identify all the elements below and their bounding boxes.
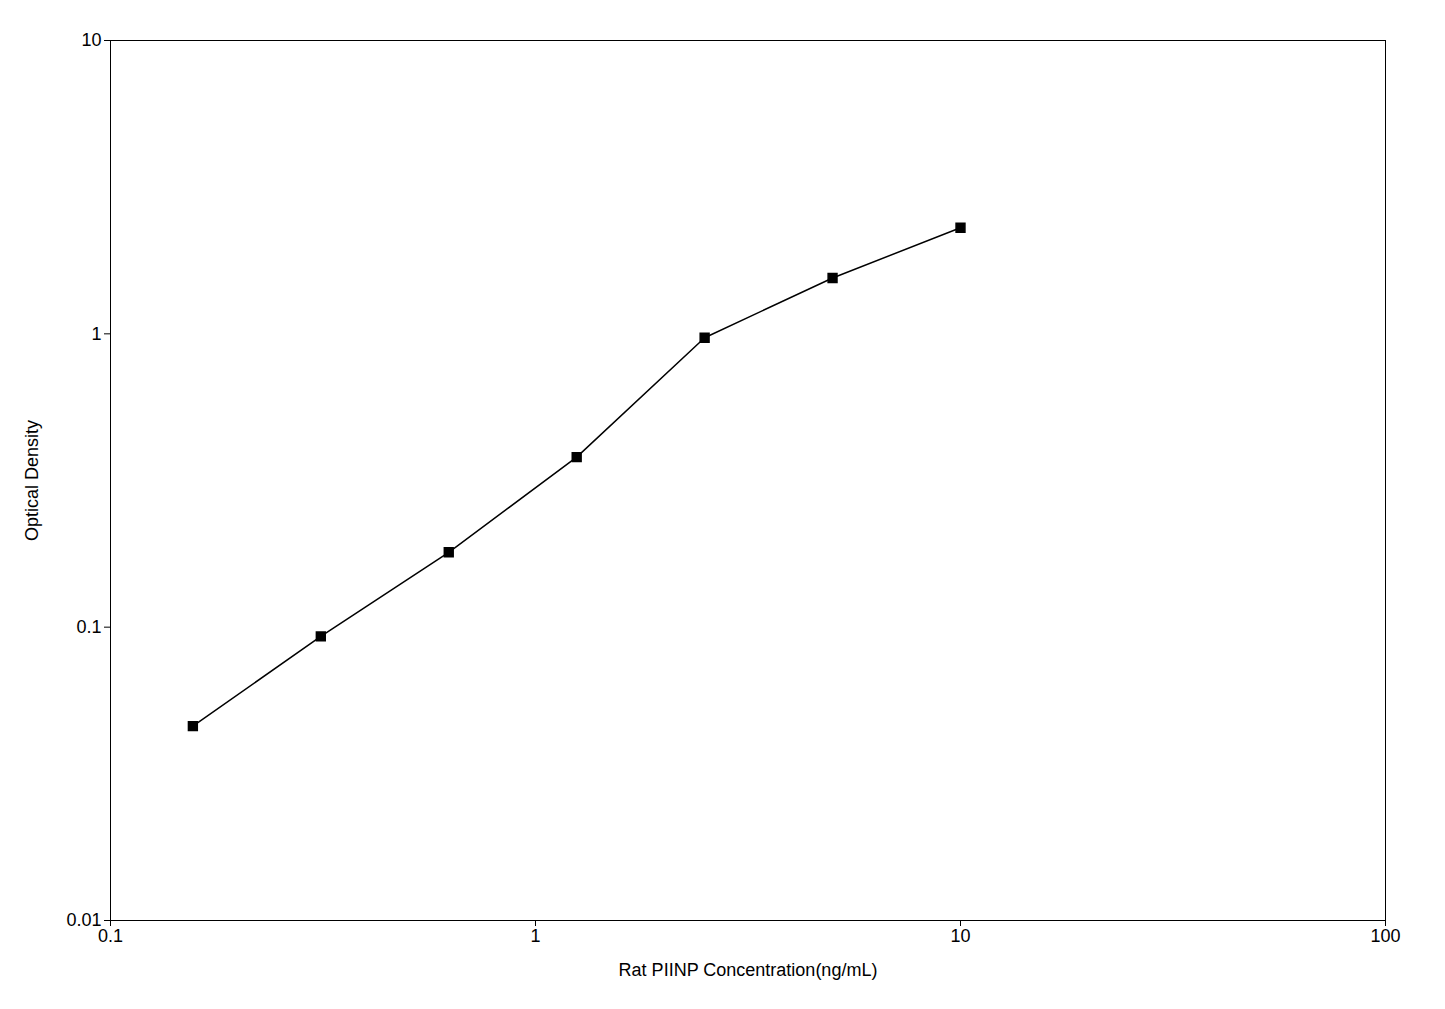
svg-text:10: 10 xyxy=(950,926,970,946)
svg-text:Rat PIINP Concentration(ng/mL): Rat PIINP Concentration(ng/mL) xyxy=(619,960,878,980)
svg-text:1: 1 xyxy=(91,324,101,344)
svg-text:0.1: 0.1 xyxy=(76,617,101,637)
svg-text:0.01: 0.01 xyxy=(66,910,101,930)
svg-text:0.1: 0.1 xyxy=(98,926,123,946)
svg-text:Optical Density: Optical Density xyxy=(22,420,42,541)
svg-text:100: 100 xyxy=(1370,926,1400,946)
svg-text:1: 1 xyxy=(530,926,540,946)
svg-text:10: 10 xyxy=(81,30,101,50)
